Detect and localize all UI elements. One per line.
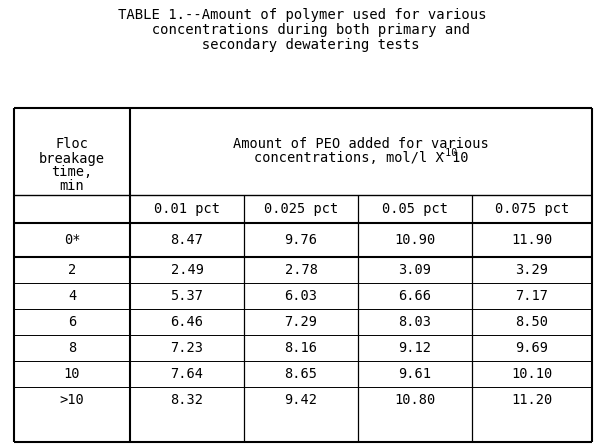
Text: 4: 4	[68, 289, 76, 303]
Text: 11.90: 11.90	[511, 233, 552, 247]
Text: Floc: Floc	[56, 138, 88, 151]
Text: 7.64: 7.64	[171, 367, 203, 381]
Text: 0*: 0*	[64, 233, 80, 247]
Text: breakage: breakage	[39, 151, 105, 165]
Text: concentrations during both primary and: concentrations during both primary and	[135, 23, 470, 37]
Text: Amount of PEO added for various: Amount of PEO added for various	[233, 137, 489, 151]
Text: 7.29: 7.29	[284, 315, 318, 329]
Text: TABLE 1.--Amount of polymer used for various: TABLE 1.--Amount of polymer used for var…	[118, 8, 487, 22]
Text: 6.66: 6.66	[399, 289, 431, 303]
Text: 8: 8	[68, 341, 76, 355]
Text: 0.025 pct: 0.025 pct	[264, 202, 338, 216]
Text: 8.47: 8.47	[171, 233, 203, 247]
Text: 2.78: 2.78	[284, 263, 318, 277]
Text: 7.17: 7.17	[515, 289, 549, 303]
Text: 9.42: 9.42	[284, 393, 318, 407]
Text: -10: -10	[439, 148, 458, 159]
Text: 3.29: 3.29	[515, 263, 549, 277]
Text: 8.65: 8.65	[284, 367, 318, 381]
Text: 9.61: 9.61	[399, 367, 431, 381]
Text: 5.37: 5.37	[171, 289, 203, 303]
Text: 7.23: 7.23	[171, 341, 203, 355]
Text: 11.20: 11.20	[511, 393, 552, 407]
Text: 0.05 pct: 0.05 pct	[382, 202, 448, 216]
Text: 8.50: 8.50	[515, 315, 549, 329]
Text: 10.90: 10.90	[394, 233, 436, 247]
Text: 6.46: 6.46	[171, 315, 203, 329]
Text: 2.49: 2.49	[171, 263, 203, 277]
Text: >10: >10	[60, 393, 84, 407]
Text: 6: 6	[68, 315, 76, 329]
Text: 9.69: 9.69	[515, 341, 549, 355]
Text: min: min	[60, 180, 84, 194]
Text: 10: 10	[64, 367, 80, 381]
Text: 8.03: 8.03	[399, 315, 431, 329]
Text: 8.16: 8.16	[284, 341, 318, 355]
Text: secondary dewatering tests: secondary dewatering tests	[185, 38, 420, 52]
Text: 2: 2	[68, 263, 76, 277]
Text: 3.09: 3.09	[399, 263, 431, 277]
Text: 9.76: 9.76	[284, 233, 318, 247]
Text: 6.03: 6.03	[284, 289, 318, 303]
Text: 0.01 pct: 0.01 pct	[154, 202, 220, 216]
Text: 0.075 pct: 0.075 pct	[495, 202, 569, 216]
Text: time,: time,	[51, 165, 93, 180]
Text: 9.12: 9.12	[399, 341, 431, 355]
Text: 10.10: 10.10	[511, 367, 552, 381]
Text: concentrations, mol/l X 10: concentrations, mol/l X 10	[253, 151, 468, 165]
Text: 10.80: 10.80	[394, 393, 436, 407]
Text: 8.32: 8.32	[171, 393, 203, 407]
